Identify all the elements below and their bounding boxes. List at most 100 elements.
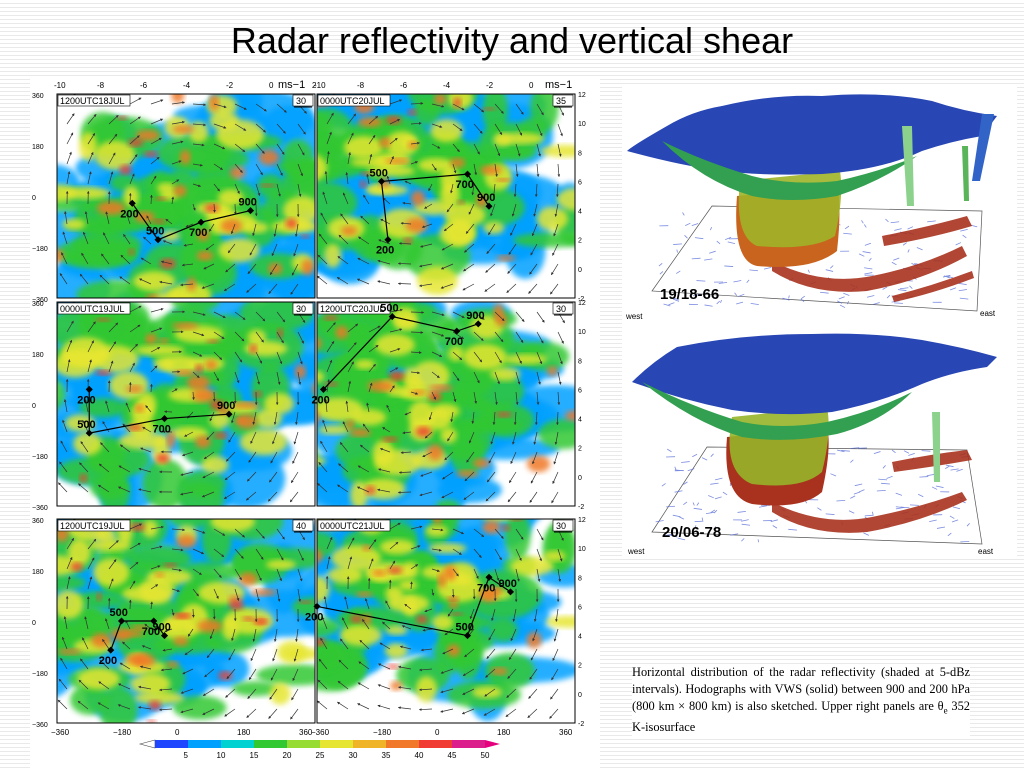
- colorbar-label: 50: [481, 751, 490, 760]
- right-tick-label: 0: [578, 267, 582, 274]
- right-tick-label: 6: [578, 387, 582, 394]
- theta-subscript: e: [943, 705, 948, 716]
- top-tick-label: -10: [314, 81, 326, 90]
- hodograph-point: [128, 199, 136, 207]
- right-tick-label: 12: [578, 517, 586, 524]
- hodograph-line: [131, 202, 251, 241]
- top-tick-label: -8: [97, 81, 105, 90]
- right-tick-label: -2: [578, 504, 584, 511]
- hodograph-line: [316, 576, 511, 637]
- hodograph-pressure-label: 900: [477, 192, 495, 204]
- view-bottom-west: west: [627, 547, 645, 556]
- hodograph-point: [463, 632, 472, 640]
- hodograph-pressure-label: 700: [189, 227, 207, 239]
- hodograph-point: [384, 236, 392, 244]
- right-tick-label: 10: [578, 546, 586, 553]
- panel-time-label: 1200UTC20JUL: [320, 304, 385, 314]
- bottom-tick-label: −360: [311, 728, 330, 737]
- right-tick-label: 4: [578, 209, 582, 216]
- bottom-tick-label: 360: [299, 728, 313, 737]
- hodograph-pressure-label: 500: [380, 303, 398, 315]
- panel-scale-label: 35: [556, 96, 566, 106]
- hodograph-pressure-label: 700: [456, 179, 474, 191]
- hodograph-point: [319, 385, 327, 393]
- colorbar-swatch: [155, 740, 188, 748]
- hodograph-pressure-label: 500: [370, 167, 388, 179]
- hodograph-pressure-label: 700: [153, 424, 171, 436]
- hodograph-point: [463, 170, 472, 178]
- bottom-tick-label: 360: [559, 728, 573, 737]
- theta-symbol: θ: [937, 699, 944, 713]
- bottom-tick-label: 180: [237, 728, 251, 737]
- hodograph-pressure-label: 900: [499, 578, 517, 590]
- colorbar-swatch: [353, 740, 386, 748]
- top-tick-label: 0: [529, 81, 534, 90]
- hodograph-pressure-label: 700: [142, 626, 160, 638]
- colorbar-label: 25: [316, 751, 325, 760]
- hodograph-pressure-label: 500: [77, 419, 95, 431]
- right-tick-label: 6: [578, 604, 582, 611]
- left-tick-label: −360: [32, 297, 48, 304]
- panel-scale-label: 30: [556, 304, 566, 314]
- axis-labels: -10 -8 -6 -4 -2 0 2-10 -8 -6 -4 -2 0ms−1 ms−11210864…: [32, 79, 586, 737]
- right-tick-label: 4: [578, 634, 582, 641]
- colorbar-label: 5: [184, 751, 189, 760]
- hodograph-pressure-label: 900: [466, 310, 484, 322]
- panel-time-label: 1200UTC18JUL: [60, 96, 125, 106]
- right-tick-label: 10: [578, 329, 586, 336]
- right-tick-label: 2: [578, 238, 582, 245]
- right-tick-label: 12: [578, 92, 586, 99]
- left-tick-label: 0: [32, 403, 36, 410]
- hodograph-pressure-label: 500: [456, 622, 474, 634]
- colorbar-label: 40: [415, 751, 424, 760]
- panel-time-label: 1200UTC19JUL: [60, 521, 125, 531]
- panel-scale-label: 40: [296, 521, 306, 531]
- view-top-label: 19/18-66: [660, 286, 719, 303]
- view-bottom-east: east: [978, 547, 994, 556]
- top-tick-label: -8: [357, 81, 365, 90]
- hodograph-line: [88, 389, 230, 434]
- left-tick-label: −180: [32, 454, 48, 461]
- hodograph-line: [380, 173, 490, 240]
- top-tick-label: -4: [443, 81, 451, 90]
- hodograph-pressure-label: 200: [305, 611, 323, 623]
- view-top-west: west: [625, 312, 643, 321]
- hodograph-point: [154, 236, 162, 244]
- hodograph-pressure-label: 200: [99, 655, 117, 667]
- colorbar-swatch: [320, 740, 353, 748]
- view-top-east: east: [980, 309, 996, 318]
- hodograph-point: [160, 415, 169, 423]
- panel-scale-label: 30: [556, 521, 566, 531]
- colorbar-label: 15: [250, 751, 259, 760]
- hodograph-point: [485, 573, 493, 581]
- hodograph-pressure-label: 900: [217, 400, 235, 412]
- isosurface-view-bottom: 20/06-78 west east: [622, 322, 1017, 558]
- right-tick-label: 8: [578, 575, 582, 582]
- right-tick-label: 2: [578, 446, 582, 453]
- panel-time-label: 0000UTC19JUL: [60, 304, 125, 314]
- panel-time-label: 0000UTC20JUL: [320, 96, 385, 106]
- colorbar-label: 20: [283, 751, 292, 760]
- colorbar-label: 45: [448, 751, 457, 760]
- left-tick-label: 180: [32, 569, 44, 576]
- hodograph-point: [313, 602, 321, 610]
- left-tick-label: −180: [32, 671, 48, 678]
- panel-time-label: 0000UTC21JUL: [320, 521, 385, 531]
- right-tick-label: 2: [578, 663, 582, 670]
- bottom-tick-label: 180: [497, 728, 511, 737]
- hodograph-point: [160, 632, 169, 640]
- radar-panel-3: 0000UTC19JUL 30 200 500 700 900: [56, 301, 316, 507]
- top-tick-label: 0: [269, 81, 274, 90]
- hodograph-pressure-label: 200: [311, 394, 329, 406]
- right-tick-label: 8: [578, 358, 582, 365]
- top-tick-label: -2: [226, 81, 234, 90]
- colorbar-label: 30: [349, 751, 358, 760]
- top-tick-label: -10: [54, 81, 66, 90]
- top-tick-label: -6: [400, 81, 408, 90]
- hodograph-line: [110, 620, 165, 651]
- radar-panel-1: 1200UTC18JUL 30 200 500 700 900: [56, 93, 316, 299]
